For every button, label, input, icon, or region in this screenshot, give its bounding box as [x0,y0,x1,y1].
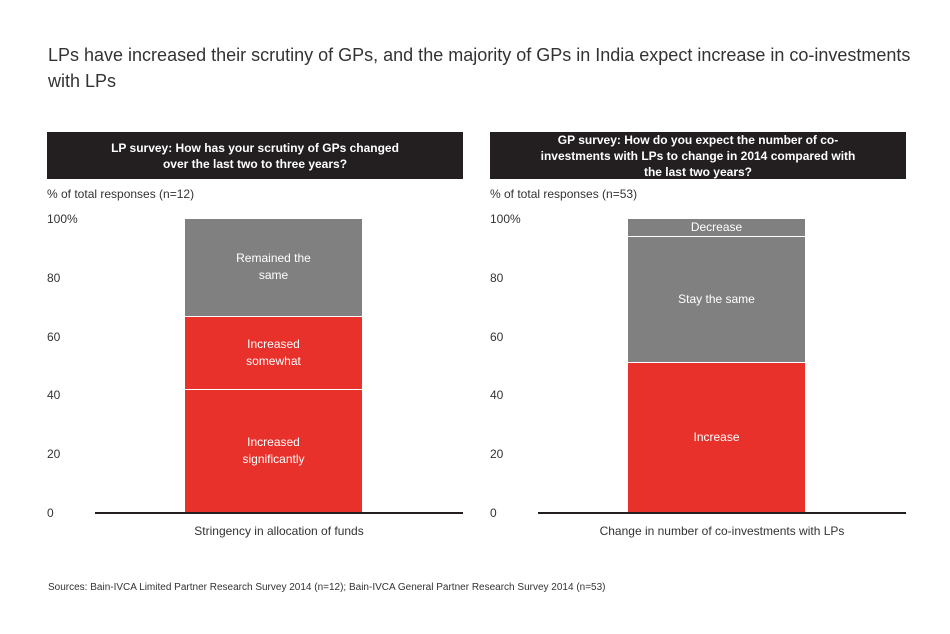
gp-y-tick-0: 0 [490,506,497,520]
lp-y-axis-label: % of total responses (n=12) [47,187,195,201]
lp-survey-question: LP survey: How has your scrutiny of GPs … [47,132,463,179]
gp-bar-segment-decrease: Decrease [628,219,805,237]
lp-x-axis-line [95,512,463,514]
gp-bar-label-decrease: Decrease [690,219,743,234]
lp-bar-label-increased-somewhat: Increased somewhat [246,336,301,368]
gp-y-tick-60: 60 [490,330,504,344]
lp-bar-segment-increased-somewhat: Increased somewhat [185,316,362,390]
lp-bar-segment-increased-significantly: Increased significantly [185,389,362,512]
lp-y-tick-100: 100% [47,212,78,226]
lp-bar-label-remained-the-same: Remained the same [236,251,311,283]
lp-y-tick-20: 20 [47,447,61,461]
lp-x-category-label: Stringency in allocation of funds [194,524,364,538]
gp-y-tick-80: 80 [490,271,504,285]
gp-y-axis-label: % of total responses (n=53) [490,187,638,201]
gp-y-tick-100: 100% [490,212,521,226]
gp-bar-label-stay-the-same: Stay the same [678,291,755,306]
lp-y-tick-0: 0 [47,506,54,520]
gp-bar-segment-increase: Increase [628,362,805,512]
gp-x-category-label: Change in number of co-investments with … [599,524,845,538]
lp-bar-segment-remained-the-same: Remained the same [185,219,362,317]
gp-bar-segment-stay-the-same: Stay the same [628,236,805,363]
lp-y-tick-60: 60 [47,330,61,344]
lp-bar-label-increased-significantly: Increased significantly [242,434,305,466]
lp-y-tick-80: 80 [47,271,61,285]
lp-y-tick-40: 40 [47,388,61,402]
gp-survey-question: GP survey: How do you expect the number … [490,132,906,179]
gp-survey-panel: GP survey: How do you expect the number … [490,132,906,542]
page-title: LPs have increased their scrutiny of GPs… [48,45,911,91]
gp-y-tick-40: 40 [490,388,504,402]
lp-survey-panel: LP survey: How has your scrutiny of GPs … [47,132,463,542]
source-note: Sources: Bain-IVCA Limited Partner Resea… [48,582,606,593]
gp-x-axis-line [538,512,906,514]
gp-y-tick-20: 20 [490,447,504,461]
gp-bar-label-increase: Increase [693,429,740,444]
